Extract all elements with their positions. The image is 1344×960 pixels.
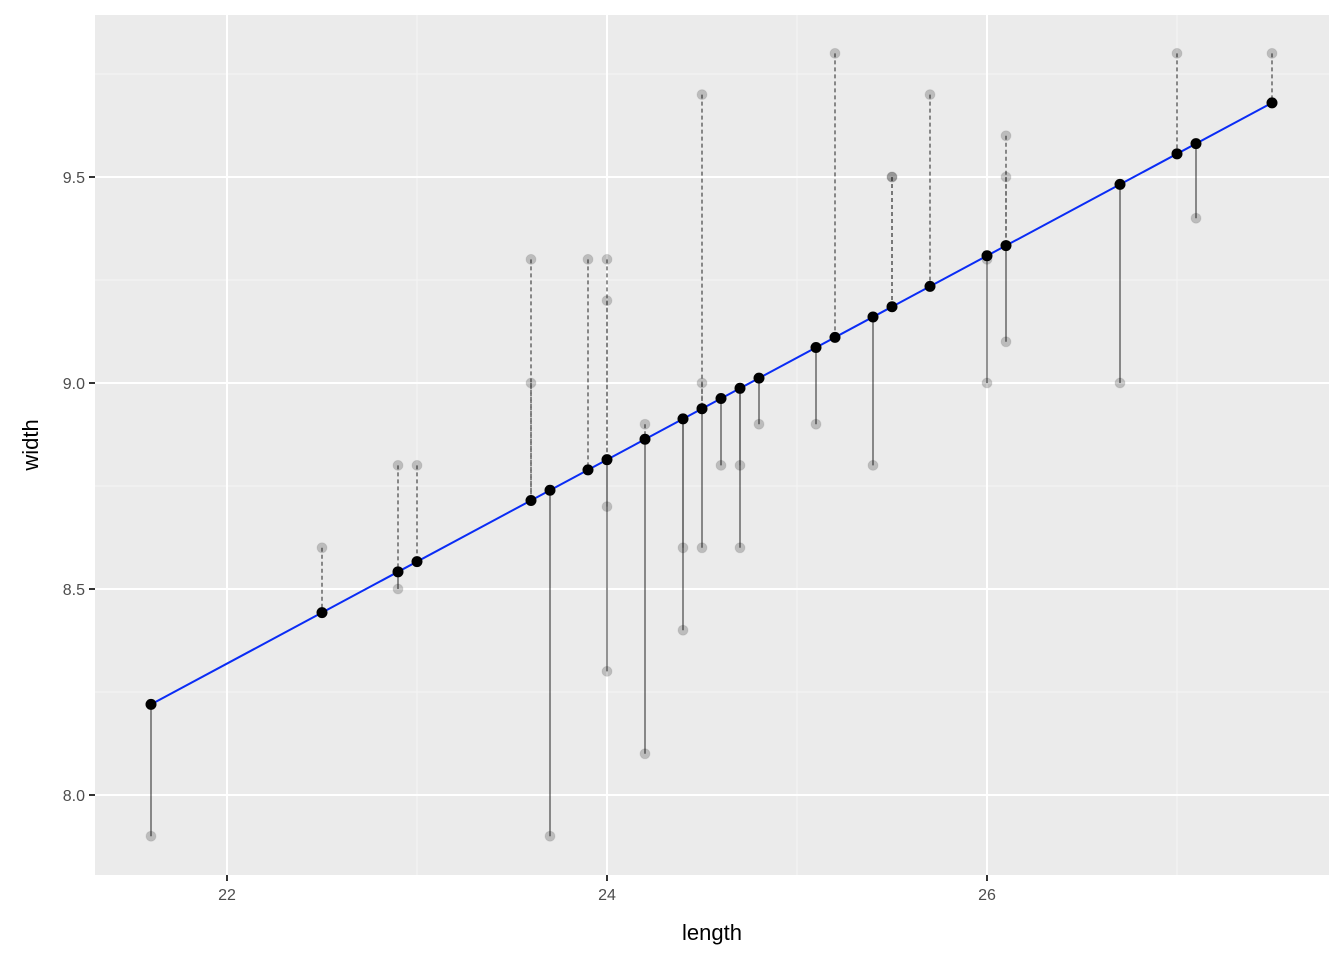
observed-point	[639, 748, 651, 760]
fitted-point	[525, 494, 537, 506]
observed-point	[411, 459, 423, 471]
observed-point	[1000, 171, 1012, 183]
observed-point	[696, 377, 708, 389]
observed-point	[392, 583, 404, 595]
plot-panel	[95, 15, 1329, 875]
fitted-point	[1171, 148, 1183, 160]
fitted-point	[924, 280, 936, 292]
fitted-point	[601, 454, 613, 466]
observed-point	[601, 253, 613, 265]
observed-point	[601, 665, 613, 677]
observed-point	[145, 830, 157, 842]
fitted-point	[981, 250, 993, 262]
x-axis-title: length	[682, 920, 742, 945]
x-tick-label: 26	[978, 887, 996, 904]
x-tick-label: 24	[598, 887, 616, 904]
x-axis: 22 24 26	[218, 875, 996, 904]
fitted-point	[639, 433, 651, 445]
observed-point	[981, 377, 993, 389]
observed-point	[525, 377, 537, 389]
observed-points	[145, 47, 1278, 842]
fitted-point	[886, 301, 898, 313]
observed-point	[734, 459, 746, 471]
observed-point	[886, 171, 898, 183]
fitted-point	[1114, 178, 1126, 190]
observed-point	[924, 89, 936, 101]
y-tick-label: 9.0	[63, 376, 85, 393]
observed-point	[1266, 47, 1278, 59]
observed-point	[867, 459, 879, 471]
observed-point	[582, 253, 594, 265]
observed-point	[392, 459, 404, 471]
observed-point	[715, 459, 727, 471]
observed-point	[1000, 336, 1012, 348]
observed-point	[677, 624, 689, 636]
fitted-point	[677, 413, 689, 425]
observed-point	[639, 418, 651, 430]
fitted-point	[316, 607, 328, 619]
observed-point	[677, 542, 689, 554]
residual-segments	[150, 53, 1273, 837]
observed-point	[734, 542, 746, 554]
observed-point	[886, 171, 898, 183]
fitted-point	[582, 464, 594, 476]
observed-point	[1171, 47, 1183, 59]
fitted-points	[145, 97, 1278, 710]
fitted-point	[544, 484, 556, 496]
observed-point	[1000, 130, 1012, 142]
fitted-point	[392, 566, 404, 578]
fitted-point	[715, 393, 727, 405]
fitted-point	[145, 698, 157, 710]
fitted-point	[753, 372, 765, 384]
observed-point	[544, 830, 556, 842]
y-tick-label: 9.5	[63, 170, 85, 187]
y-axis: 8.0 8.5 9.0 9.5	[63, 170, 95, 805]
observed-point	[601, 501, 613, 513]
observed-point	[753, 418, 765, 430]
fitted-point	[1266, 97, 1278, 109]
fitted-point	[1190, 138, 1202, 150]
fitted-point	[1000, 240, 1012, 252]
y-tick-label: 8.0	[63, 788, 85, 805]
observed-point	[1190, 212, 1202, 224]
fitted-point	[696, 403, 708, 415]
regression-line	[150, 101, 1273, 706]
observed-point	[696, 89, 708, 101]
y-axis-title: width	[18, 419, 43, 471]
observed-point	[1114, 377, 1126, 389]
y-tick-label: 8.5	[63, 582, 85, 599]
fitted-point	[810, 342, 822, 354]
fitted-point	[734, 382, 746, 394]
observed-point	[316, 542, 328, 554]
observed-point	[525, 253, 537, 265]
fitted-point	[867, 311, 879, 323]
observed-point	[829, 47, 841, 59]
observed-point	[696, 542, 708, 554]
fitted-point	[829, 331, 841, 343]
fitted-point	[411, 556, 423, 568]
observed-point	[601, 295, 613, 307]
observed-point	[810, 418, 822, 430]
x-tick-label: 22	[218, 887, 236, 904]
